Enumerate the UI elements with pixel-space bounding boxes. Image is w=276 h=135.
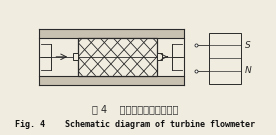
Text: Fig. 4    Schematic diagram of turbine flowmeter: Fig. 4 Schematic diagram of turbine flow… <box>15 120 255 129</box>
Text: 图 4    涡轮流量计原理示意图: 图 4 涡轮流量计原理示意图 <box>92 104 178 114</box>
Bar <box>39 38 78 75</box>
Bar <box>209 33 241 84</box>
Bar <box>73 53 78 60</box>
Bar <box>157 53 162 60</box>
Text: S: S <box>245 41 250 50</box>
Bar <box>39 29 184 38</box>
Bar <box>78 38 157 75</box>
Bar <box>157 38 184 75</box>
Text: N: N <box>245 66 251 75</box>
Bar <box>39 75 184 85</box>
